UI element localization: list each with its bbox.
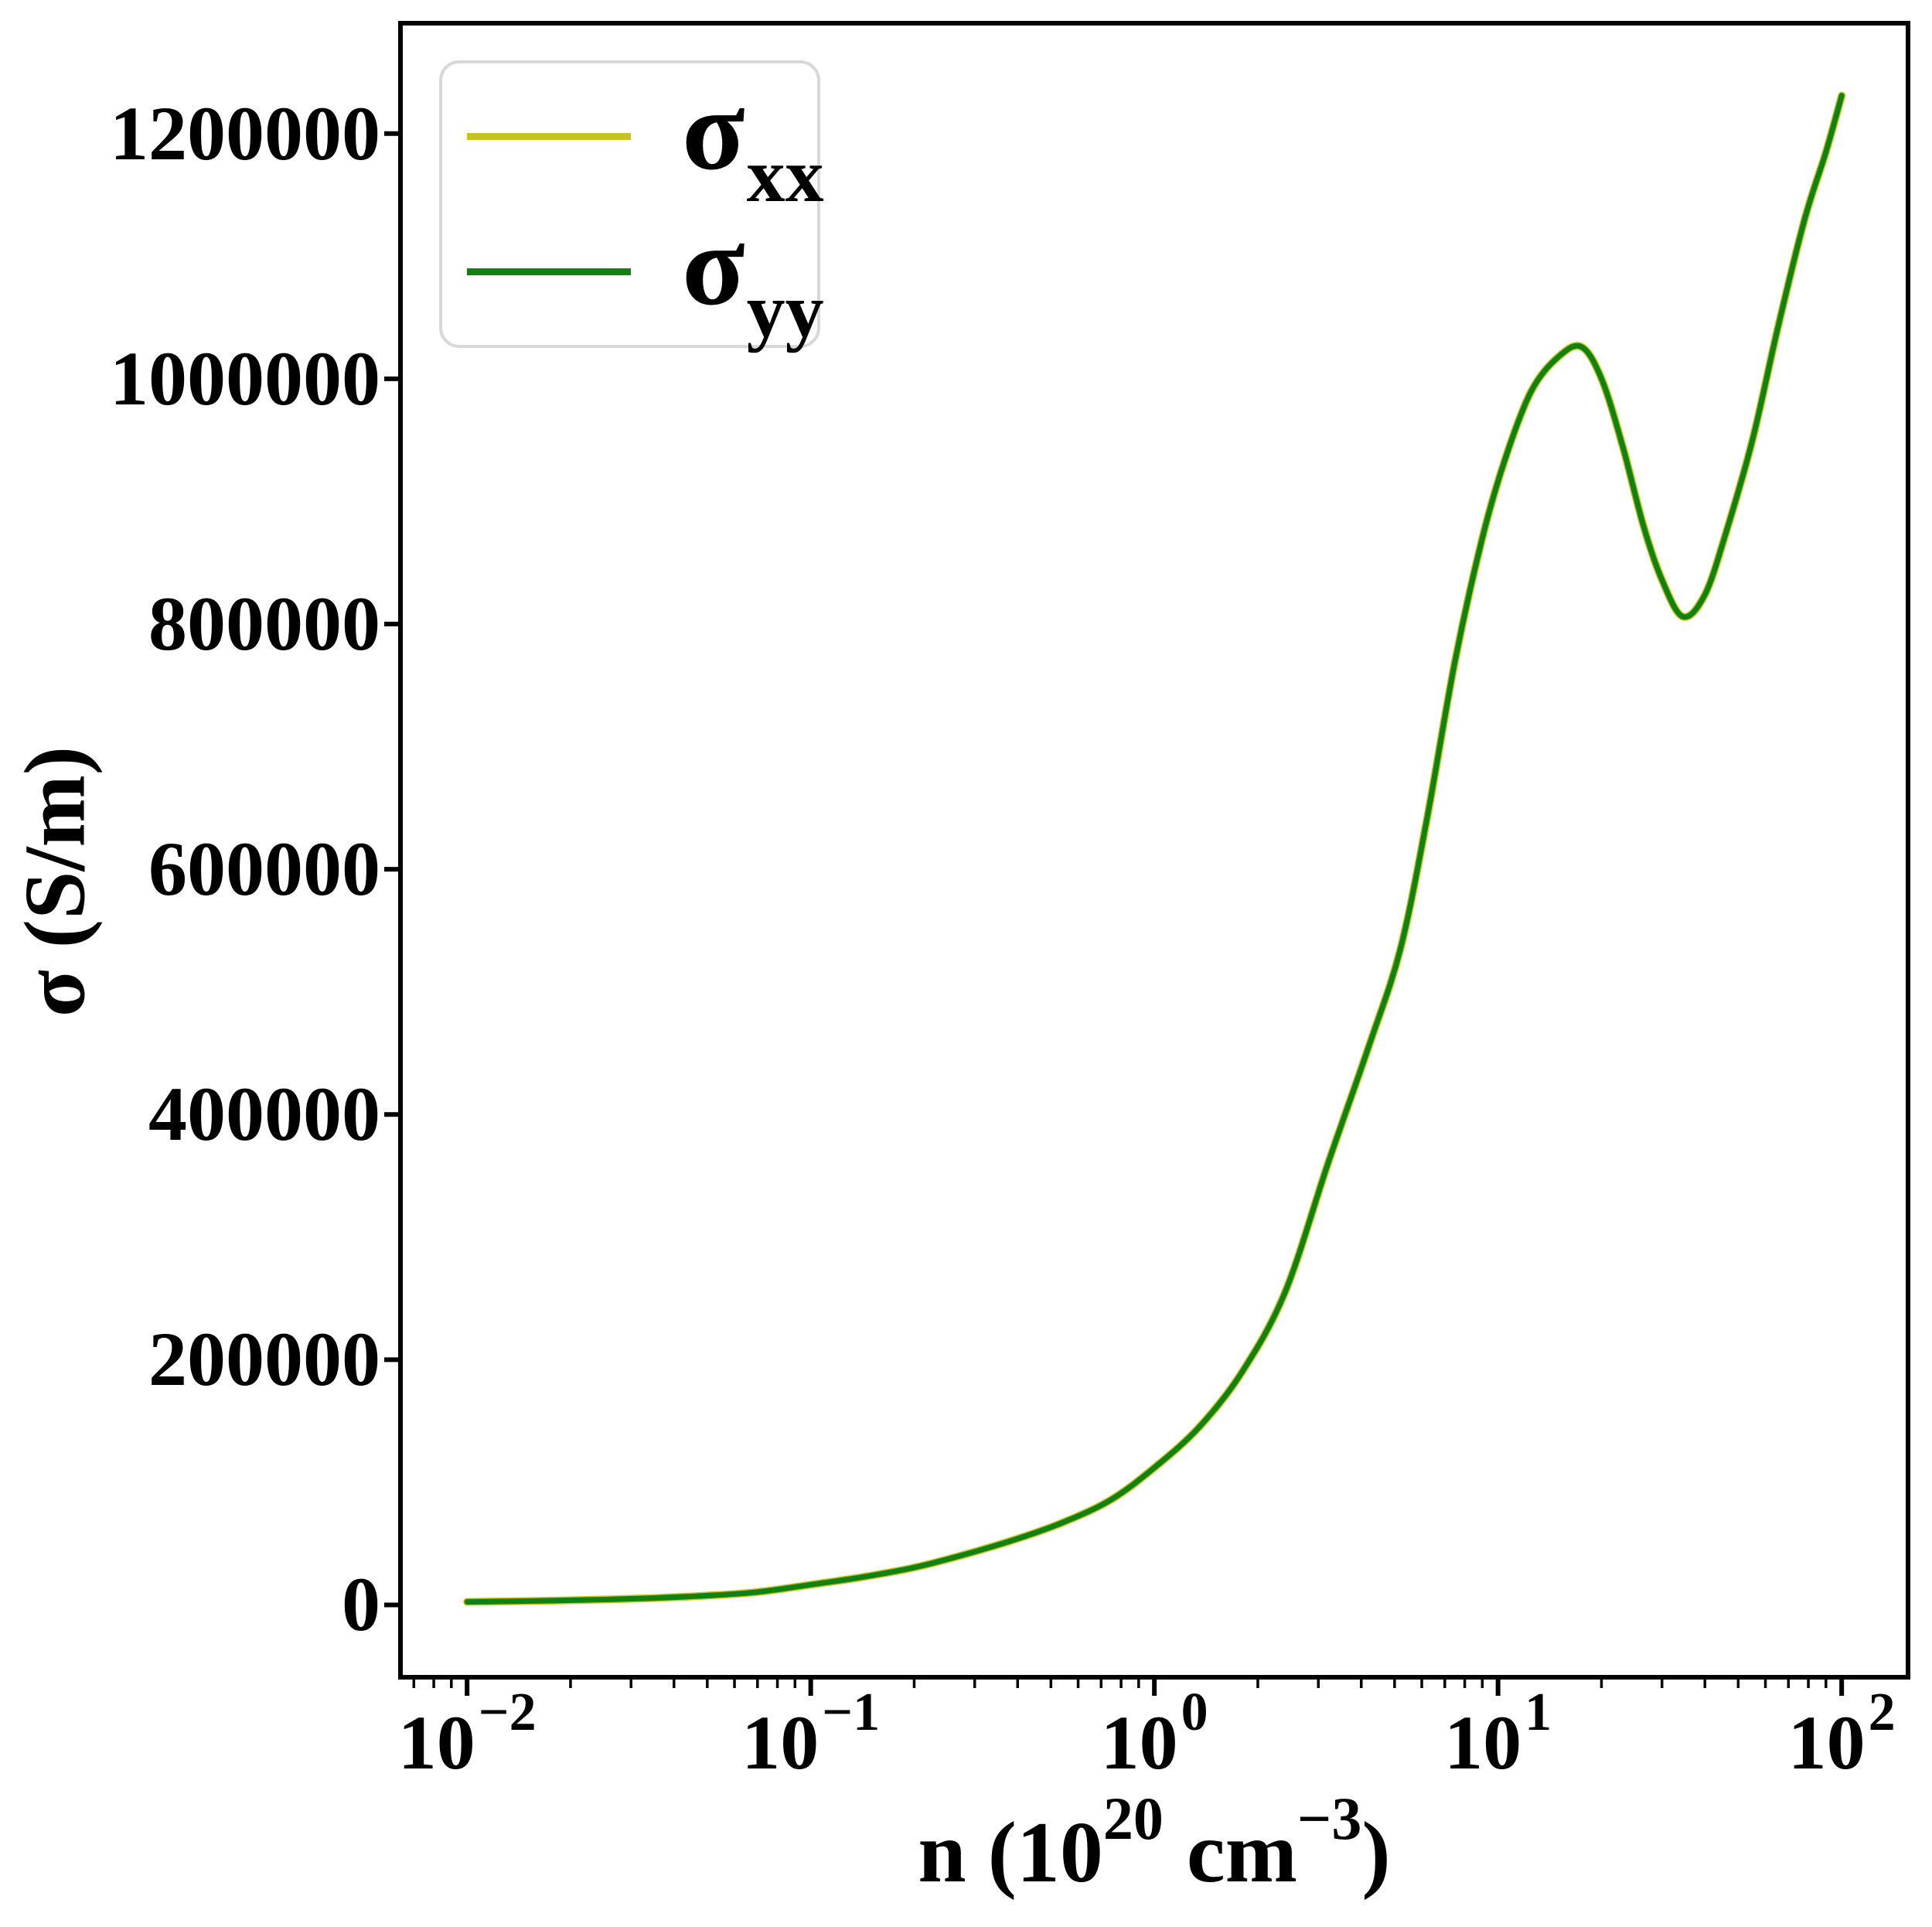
x-tick-label: 10−2 bbox=[397, 1683, 537, 1785]
legend-entry-sigma-xx: σxx bbox=[442, 72, 824, 218]
sigma-yy-label: σyy bbox=[682, 200, 824, 353]
curve-layer bbox=[463, 91, 1846, 1606]
y-tick-label: 800000 bbox=[148, 580, 380, 667]
tick-layer bbox=[384, 131, 1845, 1696]
sigma-yy-line-sample bbox=[467, 268, 631, 275]
y-tick-label: 1000000 bbox=[110, 335, 380, 421]
sigma-xx-label: σxx bbox=[682, 66, 824, 219]
x-tick-label: 101 bbox=[1444, 1683, 1552, 1785]
sigma-xx-line-sample bbox=[467, 133, 631, 141]
sigma-yy-curve bbox=[464, 93, 1845, 1605]
y-tick-label: 200000 bbox=[148, 1316, 380, 1403]
y-tick-label: 1200000 bbox=[110, 90, 380, 176]
y-tick-label: 0 bbox=[342, 1561, 380, 1648]
x-tick-label: 102 bbox=[1787, 1683, 1896, 1785]
x-axis-label: n (1020 cm−3) bbox=[918, 1785, 1391, 1901]
y-axis-label: σ (S/m) bbox=[7, 745, 104, 1018]
x-tick-label: 10−1 bbox=[741, 1683, 881, 1785]
y-tick-label: 600000 bbox=[148, 826, 380, 912]
y-tick-label: 400000 bbox=[148, 1071, 380, 1158]
legend: σxx σyy bbox=[439, 60, 824, 353]
x-tick-label: 100 bbox=[1100, 1683, 1208, 1785]
axes-frame bbox=[398, 21, 1910, 1680]
legend-entry-sigma-yy: σyy bbox=[442, 207, 824, 353]
